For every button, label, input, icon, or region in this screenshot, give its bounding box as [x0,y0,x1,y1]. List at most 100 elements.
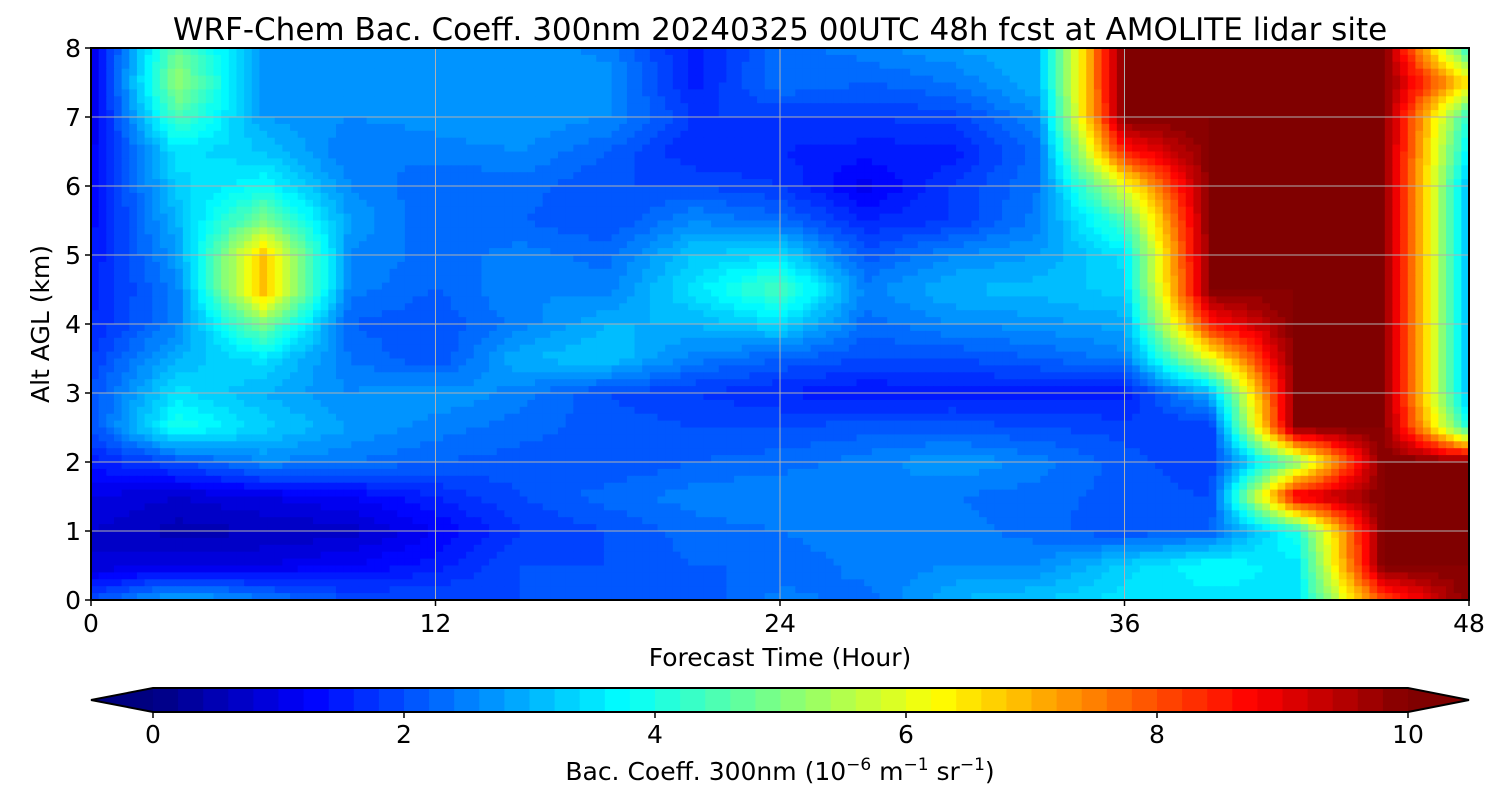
heatmap-cell [910,130,919,139]
heatmap-cell [894,192,904,201]
heatmap-cell [504,151,513,159]
heatmap-cell [358,234,368,242]
heatmap-cell [343,172,352,180]
heatmap-cell [833,137,842,146]
heatmap-cell [381,48,391,56]
heatmap-cell [1002,137,1011,146]
heatmap-cell [864,82,873,90]
heatmap-cell [527,158,536,166]
heatmap-cell [1308,117,1317,125]
heatmap-cell [259,186,268,194]
heatmap-cell [695,199,705,208]
heatmap-cell [1178,54,1187,63]
heatmap-cell [113,48,123,56]
heatmap-cell [542,206,551,215]
heatmap-cell [535,130,544,139]
heatmap-cell [1300,144,1309,153]
heatmap-cell [634,61,643,70]
heatmap-cell [1063,137,1072,146]
heatmap-cell [802,206,812,215]
heatmap-cell [848,117,858,125]
heatmap-cell [1070,234,1080,242]
heatmap-cell [466,165,475,173]
heatmap-cell [1415,144,1424,153]
heatmap-cell [1002,199,1011,208]
heatmap-cell [749,110,758,118]
heatmap-cell [1269,89,1279,97]
heatmap-cell [535,82,544,90]
heatmap-cell [420,137,429,146]
heatmap-cell [313,54,322,63]
heatmap-cell [1285,179,1294,187]
heatmap-cell [619,213,628,222]
heatmap-cell [1216,123,1225,132]
heatmap-cell [795,179,804,187]
heatmap-cell [848,110,858,118]
heatmap-cell [167,199,176,208]
heatmap-cell [221,117,230,125]
heatmap-cell [787,192,796,201]
heatmap-cell [320,75,329,84]
heatmap-cell [343,186,352,194]
heatmap-cell [527,227,536,235]
heatmap-cell [297,172,306,180]
heatmap-cell [1124,137,1133,146]
heatmap-cell [290,89,299,97]
heatmap-cell [313,123,322,132]
heatmap-cell [711,48,720,56]
heatmap-cell [1086,192,1095,201]
heatmap-cell [1132,75,1141,84]
heatmap-cell [703,179,712,187]
heatmap-cell [1093,151,1103,159]
heatmap-cell [412,179,421,187]
heatmap-cell [481,165,490,173]
heatmap-cell [871,192,881,201]
heatmap-cell [1231,158,1240,166]
heatmap-cell [1377,103,1386,111]
heatmap-cell [787,130,796,139]
heatmap-cell [1040,117,1049,125]
heatmap-cell [994,213,1003,222]
heatmap-cell [1292,158,1302,166]
heatmap-cell [1116,179,1126,187]
heatmap-cell [665,158,674,166]
heatmap-cell [596,68,605,77]
heatmap-cell [802,234,812,242]
heatmap-cell [1024,179,1034,187]
heatmap-cell [305,123,314,132]
heatmap-cell [1116,48,1126,56]
heatmap-cell [1453,130,1462,139]
heatmap-cell [925,110,934,118]
heatmap-cell [1346,130,1355,139]
heatmap-cell [466,130,475,139]
heatmap-cell [305,103,314,111]
heatmap-cell [1101,130,1110,139]
heatmap-cell [313,48,322,56]
heatmap-cell [381,68,391,77]
heatmap-cell [1178,61,1187,70]
heatmap-cell [1361,144,1371,153]
heatmap-cell [887,68,896,77]
heatmap-cell [902,117,911,125]
heatmap-cell [1178,151,1187,159]
heatmap-cell [389,130,398,139]
heatmap-cell [1338,103,1348,111]
heatmap-cell [1338,48,1348,56]
heatmap-cell [1201,123,1210,132]
heatmap-cell [672,192,682,201]
heatmap-cell [665,82,674,90]
heatmap-cell [741,123,750,132]
heatmap-cell [1308,179,1317,187]
heatmap-cell [496,234,505,242]
heatmap-cell [1254,75,1263,84]
heatmap-cell [833,130,842,139]
heatmap-cell [443,172,452,180]
heatmap-cell [1002,186,1011,194]
heatmap-cell [795,234,804,242]
heatmap-cell [588,234,597,242]
heatmap-cell [297,206,306,215]
heatmap-cell [1040,227,1049,235]
heatmap-cell [764,192,773,201]
heatmap-cell [1246,130,1256,139]
heatmap-cell [1438,48,1447,56]
